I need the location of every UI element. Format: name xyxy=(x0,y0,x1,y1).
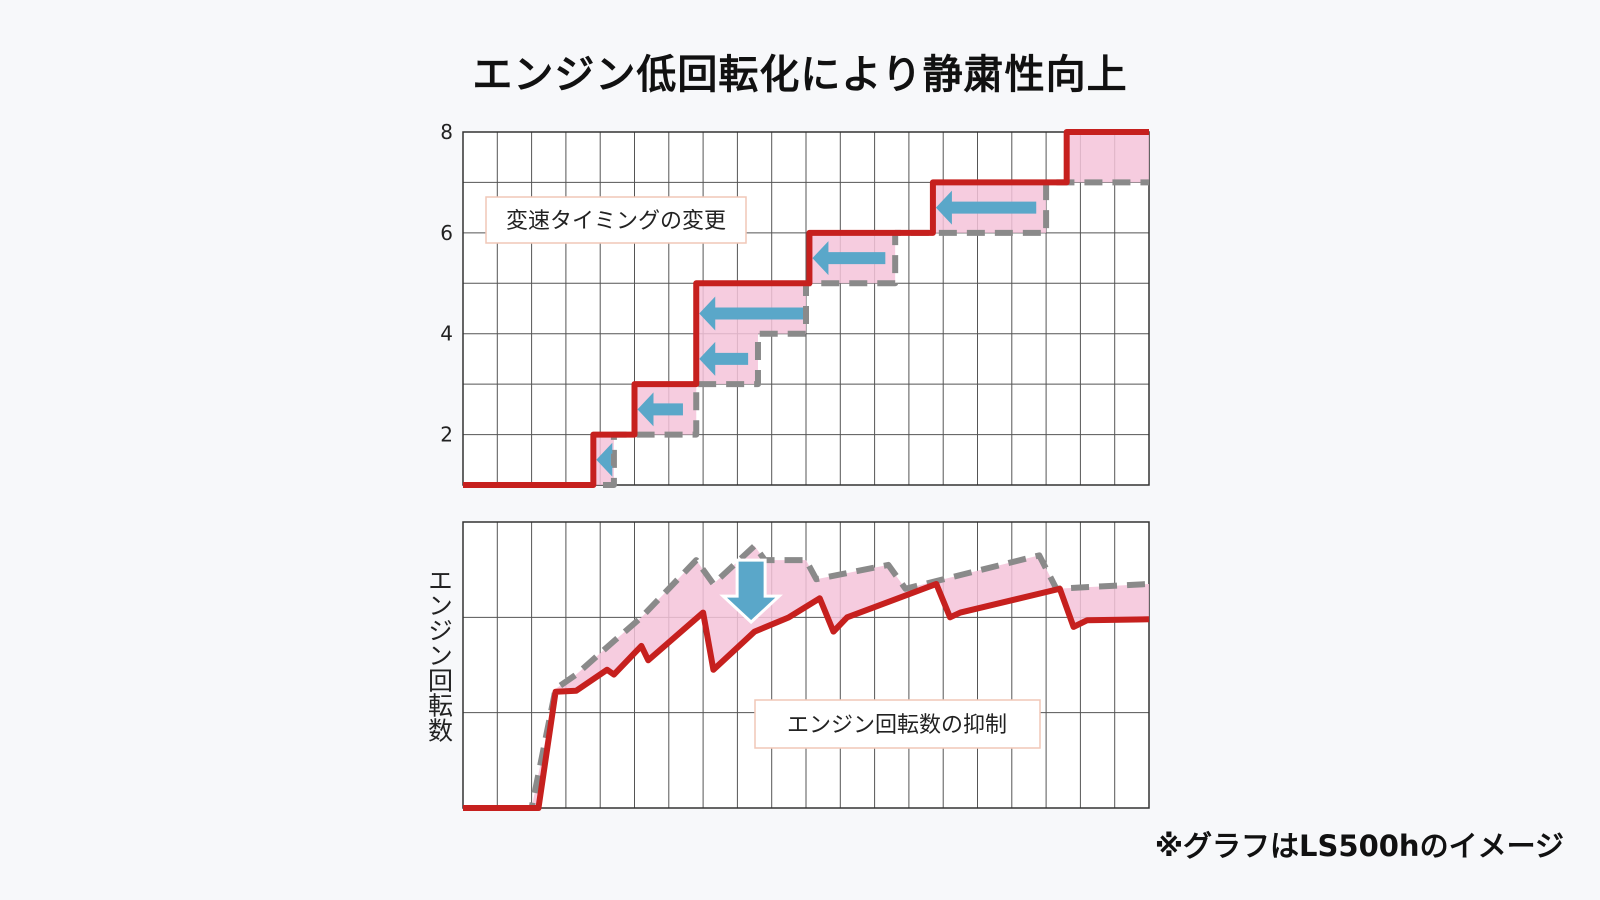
rpm-axis-label: エンジン回転数 xyxy=(425,568,454,743)
y-tick-label: 8 xyxy=(440,120,453,144)
new-line xyxy=(463,580,1150,811)
shift-earlier-arrow xyxy=(699,341,749,376)
gear-annotation: 変速タイミングの変更 xyxy=(485,196,747,244)
chart-title: エンジン低回転化により静粛性向上 xyxy=(472,52,1128,98)
new-line xyxy=(463,129,1149,488)
rpm-down-arrow xyxy=(719,558,783,625)
shift-earlier-arrow xyxy=(637,392,683,427)
plot-border xyxy=(462,521,1150,809)
shift-earlier-arrow xyxy=(812,241,886,276)
y-tick-label: 6 xyxy=(440,221,453,245)
rpm-annotation-text: エンジン回転数の抑制 xyxy=(787,713,1007,738)
gear-chart-plot: 2 4 6 8 xyxy=(440,120,1150,488)
plot-border xyxy=(462,131,1150,486)
gear-annotation-text: 変速タイミングの変更 xyxy=(506,209,726,234)
conventional-line xyxy=(463,542,1150,811)
y-tick-label: 2 xyxy=(440,423,453,447)
footnote: ※グラフはLS500hのイメージ xyxy=(1154,829,1564,863)
rpm-chart-plot xyxy=(462,521,1150,811)
difference-fill xyxy=(463,545,1149,808)
shift-earlier-arrow xyxy=(596,442,613,477)
rpm-annotation: エンジン回転数の抑制 xyxy=(754,699,1041,749)
y-tick-label: 4 xyxy=(440,322,453,346)
shift-earlier-arrow xyxy=(935,190,1037,225)
shift-earlier-arrow xyxy=(699,296,803,331)
